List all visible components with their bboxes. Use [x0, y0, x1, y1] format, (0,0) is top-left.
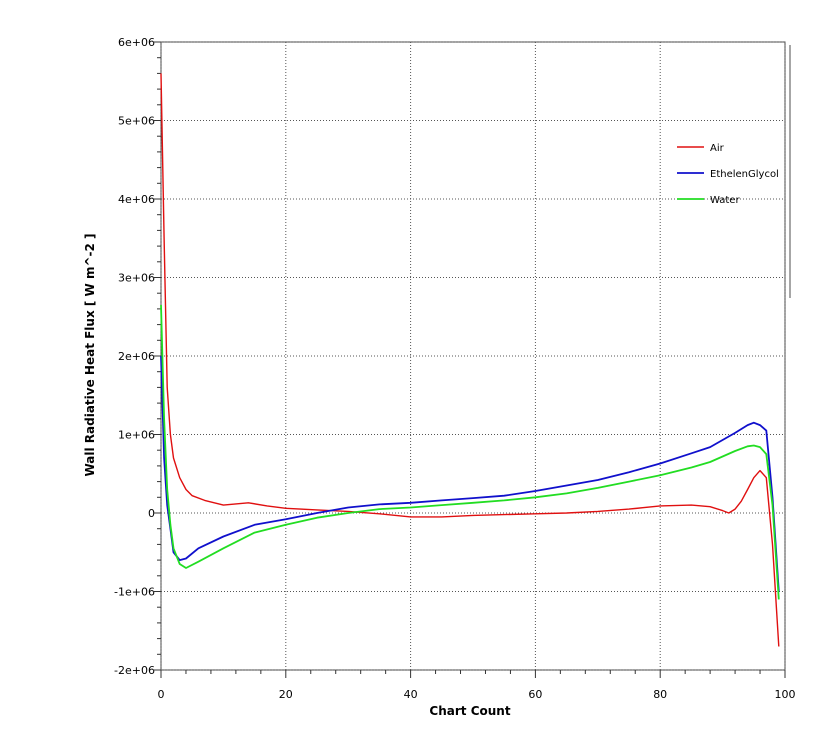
x-tick-label: 60	[528, 688, 542, 701]
grid	[160, 41, 786, 671]
x-tick-label: 20	[279, 688, 293, 701]
legend-item: EthelenGlycol	[677, 169, 779, 180]
y-tick-label: -1e+06	[114, 586, 155, 599]
y-axis-ticks: -2e+06 -1e+06 0 1e+06 2e+06 3e+06 4e+06 5e+06 6e…	[114, 36, 161, 677]
legend-label: Air	[710, 143, 725, 154]
series-line-water	[160, 304, 780, 600]
series-line-ethelenglycol	[160, 355, 780, 592]
y-tick-label: 0	[148, 507, 155, 520]
y-tick-label: 3e+06	[118, 272, 155, 285]
x-axis-label: Chart Count	[429, 704, 510, 718]
x-tick-label: 80	[653, 688, 667, 701]
y-tick-label: 4e+06	[118, 193, 155, 206]
y-tick-label: 2e+06	[118, 350, 155, 363]
x-tick-label: 100	[775, 688, 796, 701]
legend: Air EthelenGlycol Water	[677, 143, 779, 206]
y-tick-label: -2e+06	[114, 664, 155, 677]
legend-label: EthelenGlycol	[710, 169, 779, 180]
y-axis-label: Wall Radiative Heat Flux [ W m^-2 ]	[83, 233, 97, 476]
legend-item: Water	[677, 195, 740, 206]
legend-item: Air	[677, 143, 725, 154]
series-line-air	[160, 73, 780, 647]
legend-label: Water	[710, 195, 740, 206]
y-tick-label: 1e+06	[118, 429, 155, 442]
y-tick-label: 6e+06	[118, 36, 155, 49]
x-axis-ticks: 0 20 40 60 80 100	[158, 670, 796, 701]
y-tick-label: 5e+06	[118, 115, 155, 128]
series-layer	[160, 73, 780, 647]
x-tick-label: 40	[404, 688, 418, 701]
x-tick-label: 0	[158, 688, 165, 701]
